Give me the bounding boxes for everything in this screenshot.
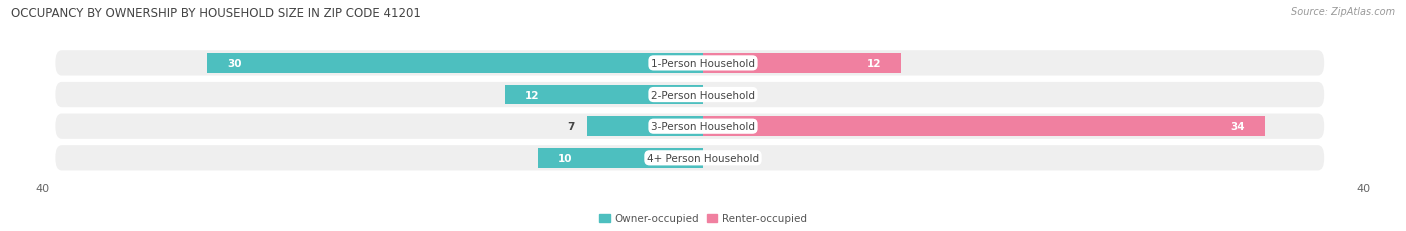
- Bar: [505, 85, 703, 105]
- FancyBboxPatch shape: [55, 51, 1324, 76]
- Text: Source: ZipAtlas.com: Source: ZipAtlas.com: [1291, 7, 1395, 17]
- Text: 30: 30: [228, 59, 242, 69]
- Text: 12: 12: [868, 59, 882, 69]
- FancyBboxPatch shape: [55, 82, 1324, 108]
- Text: 1-Person Household: 1-Person Household: [651, 59, 755, 69]
- Bar: [588, 117, 703, 136]
- Bar: [207, 54, 703, 73]
- Text: 2-Person Household: 2-Person Household: [651, 90, 755, 100]
- Bar: [537, 148, 703, 168]
- Legend: Owner-occupied, Renter-occupied: Owner-occupied, Renter-occupied: [595, 210, 811, 228]
- Text: 12: 12: [524, 90, 538, 100]
- Text: 7: 7: [567, 122, 574, 132]
- Bar: [703, 54, 901, 73]
- FancyBboxPatch shape: [55, 146, 1324, 171]
- Text: 4+ Person Household: 4+ Person Household: [647, 153, 759, 163]
- Text: 3-Person Household: 3-Person Household: [651, 122, 755, 132]
- Bar: [703, 117, 1264, 136]
- Text: 34: 34: [1230, 122, 1244, 132]
- Text: 10: 10: [558, 153, 572, 163]
- Text: 0: 0: [716, 153, 724, 163]
- FancyBboxPatch shape: [55, 114, 1324, 139]
- Text: OCCUPANCY BY OWNERSHIP BY HOUSEHOLD SIZE IN ZIP CODE 41201: OCCUPANCY BY OWNERSHIP BY HOUSEHOLD SIZE…: [11, 7, 422, 20]
- Text: 0: 0: [716, 90, 724, 100]
